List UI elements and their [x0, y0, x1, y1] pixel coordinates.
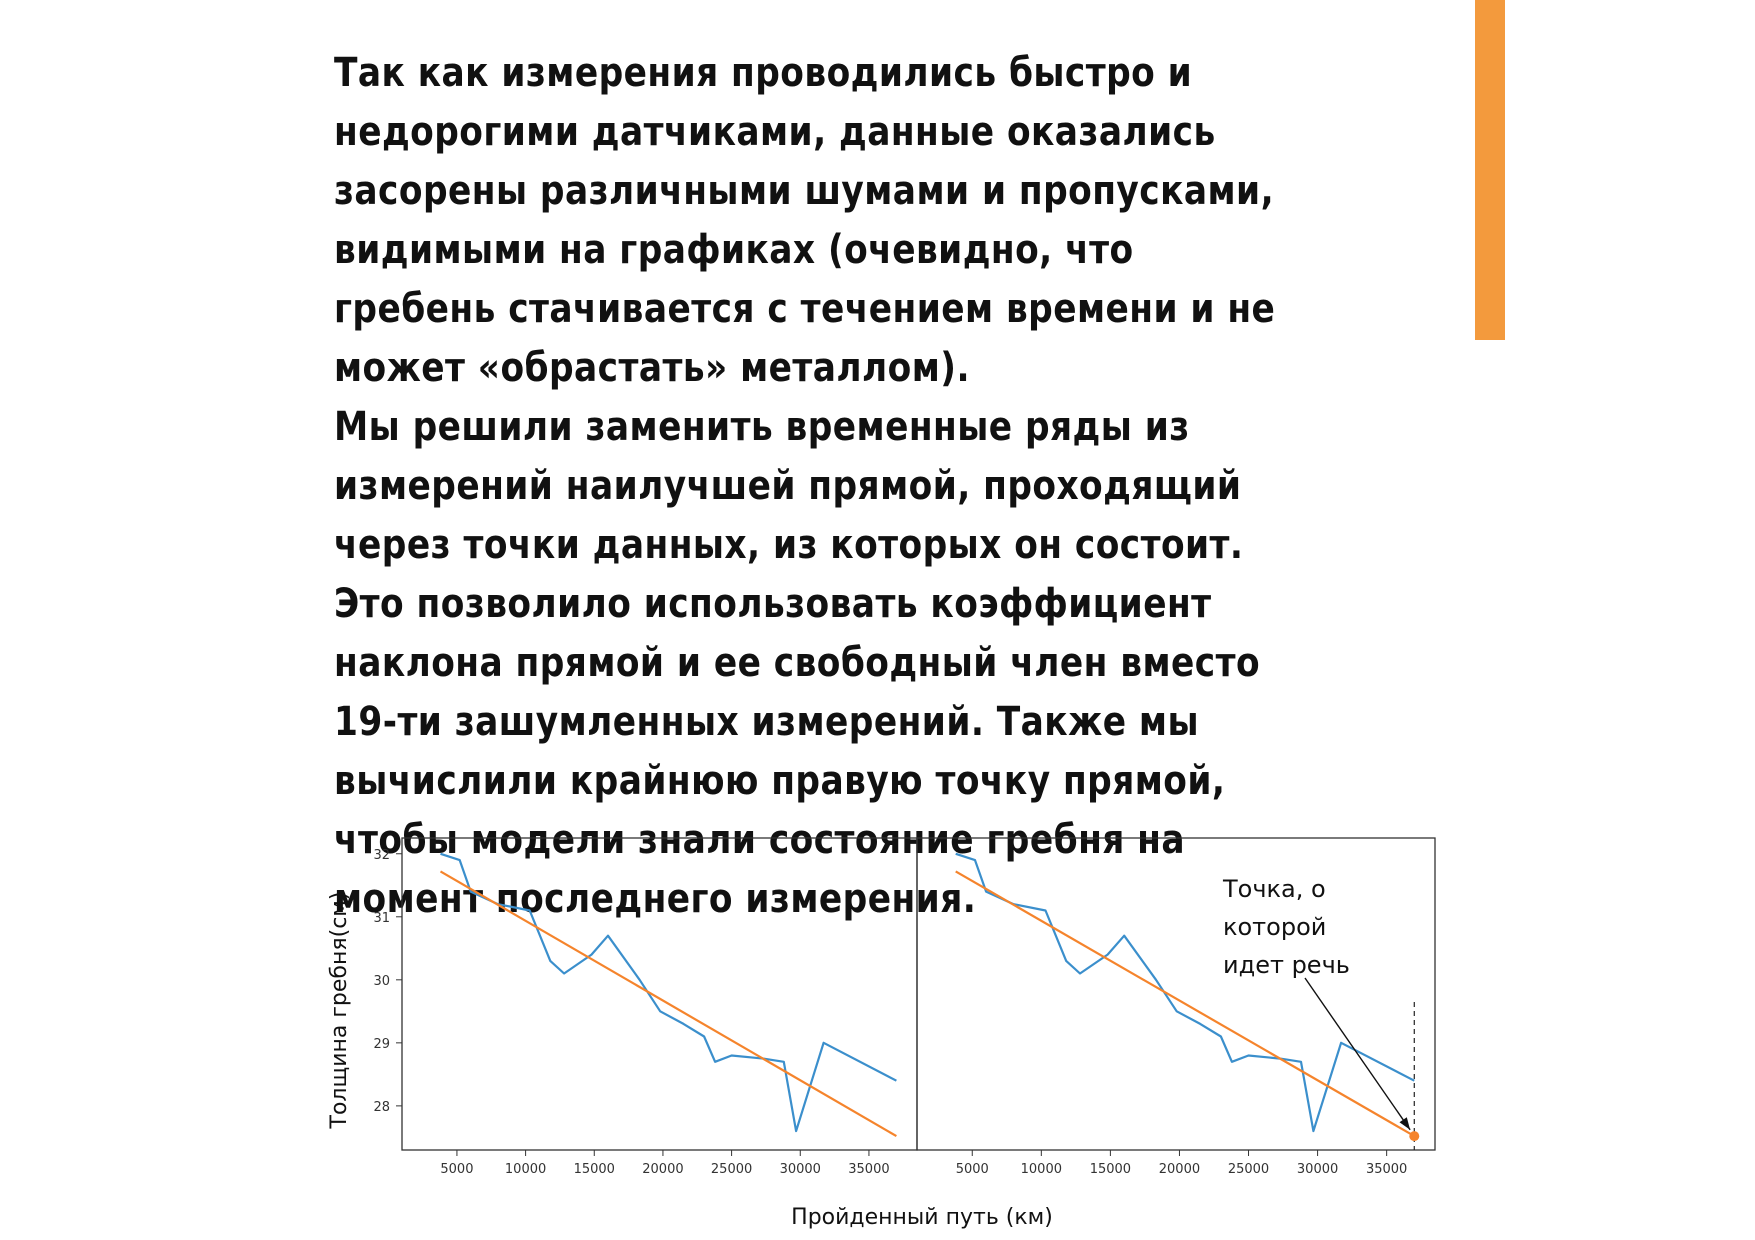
- x-tick-label: 10000: [1021, 1162, 1062, 1177]
- x-tick-label: 20000: [642, 1162, 683, 1177]
- measurement-line: [955, 852, 1415, 1133]
- x-tick-label: 35000: [848, 1162, 889, 1177]
- y-tick-label: 31: [373, 911, 390, 926]
- x-tick-label: 5000: [440, 1162, 473, 1177]
- paragraph-1: Так как измерения проводились быстро и н…: [334, 50, 1276, 391]
- paragraph-2: Мы решили заменить временные ряды из изм…: [334, 404, 1261, 922]
- y-tick-label: 28: [373, 1100, 390, 1115]
- annotation-text: идет речь: [1223, 951, 1350, 979]
- x-tick-label: 10000: [505, 1162, 546, 1177]
- chart-panel-2: 5000 10000 15000 20000 25000 30000 35000 Точка,…: [916, 837, 1436, 1177]
- fit-line: [439, 870, 897, 1138]
- x-tick-label: 35000: [1366, 1162, 1407, 1177]
- y-tick-label: 32: [373, 848, 390, 863]
- y-tick-label: 30: [373, 974, 390, 989]
- x-tick-label: 25000: [711, 1162, 752, 1177]
- x-tick-label: 20000: [1159, 1162, 1200, 1177]
- annotation-text: которой: [1223, 913, 1326, 941]
- y-axis-title: Толщина гребня(см): [327, 892, 352, 1130]
- measurement-line: [440, 852, 897, 1133]
- x-tick-label: 30000: [780, 1162, 821, 1177]
- x-tick-label: 15000: [574, 1162, 615, 1177]
- chart-panel-1: 5000 10000 15000 20000 25000 30000 35000 28 29 30…: [373, 837, 918, 1177]
- annotation-text: Точка, о: [1222, 875, 1326, 903]
- x-tick-label: 25000: [1228, 1162, 1269, 1177]
- last-point-marker: [1409, 1131, 1420, 1142]
- x-axis-title: Пройденный путь (км): [791, 1205, 1053, 1230]
- accent-bar: [1475, 0, 1505, 340]
- plot-frame: [916, 837, 1436, 1151]
- annotation-arrowhead: [1399, 1117, 1411, 1130]
- fit-line: [955, 870, 1415, 1138]
- annotation-arrow: [1304, 977, 1411, 1131]
- slide-text: Так как измерения проводились быстро и н…: [334, 44, 1297, 929]
- x-tick-label: 30000: [1297, 1162, 1338, 1177]
- y-tick-label: 29: [373, 1037, 390, 1052]
- x-tick-label: 15000: [1090, 1162, 1131, 1177]
- x-tick-label: 5000: [956, 1162, 989, 1177]
